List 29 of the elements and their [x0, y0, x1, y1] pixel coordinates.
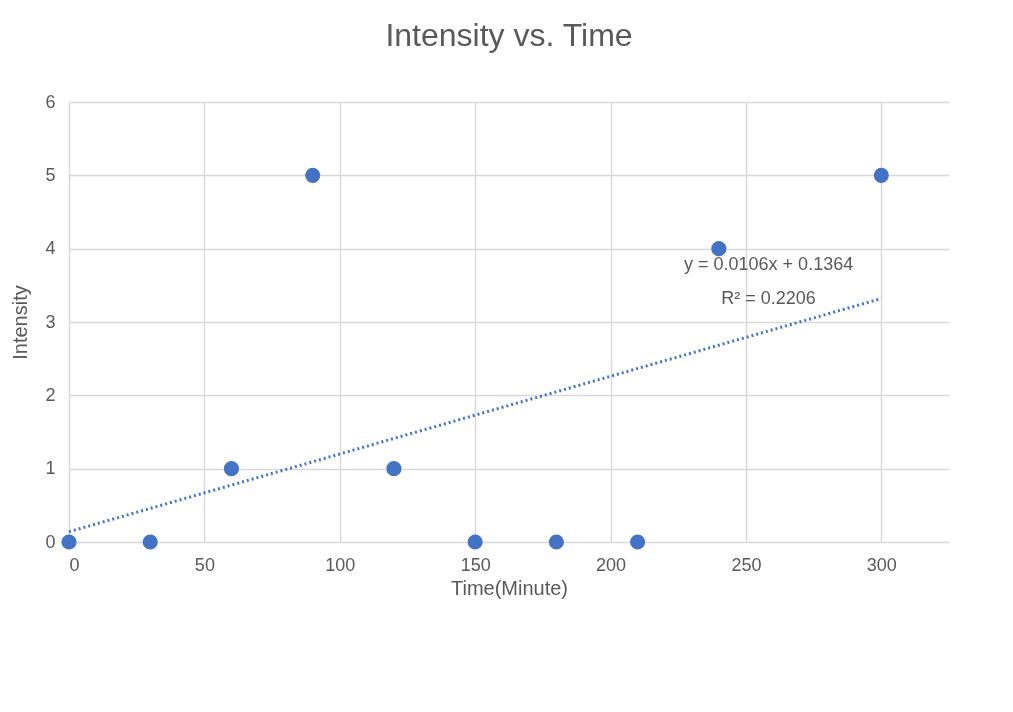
x-tick-label: 200: [596, 554, 627, 575]
x-tick-label: 50: [194, 554, 215, 575]
y-axis-title: Intensity: [9, 285, 32, 360]
y-tick-label: 1: [45, 458, 56, 479]
point: [223, 461, 240, 477]
point: [386, 461, 402, 477]
point: [630, 534, 646, 550]
chart-title: Intensity vs. Time: [385, 17, 633, 53]
y-tick-label: 6: [45, 91, 56, 112]
y-tick-label: 5: [45, 164, 56, 185]
y-tick-label: 2: [45, 384, 56, 405]
point: [142, 534, 158, 550]
point: [873, 167, 889, 183]
point: [61, 534, 77, 550]
x-axis-title: Time(Minute): [450, 576, 569, 599]
y-tick-label: 3: [45, 311, 56, 332]
annotation: y = 0.0106x + 0.1364: [684, 253, 854, 274]
point: [711, 241, 727, 257]
annotation: R² = 0.2206: [721, 287, 816, 308]
x-tick-label: 250: [731, 554, 762, 575]
point: [548, 534, 564, 550]
point: [467, 534, 483, 550]
y-tick-label: 0: [45, 531, 56, 552]
point: [305, 167, 321, 183]
x-tick-label: 100: [325, 554, 356, 575]
y-tick-label: 4: [45, 238, 56, 259]
x-tick-label: 300: [866, 554, 897, 575]
x-tick-label: 150: [460, 554, 491, 575]
x-tick-label: 0: [69, 554, 80, 575]
